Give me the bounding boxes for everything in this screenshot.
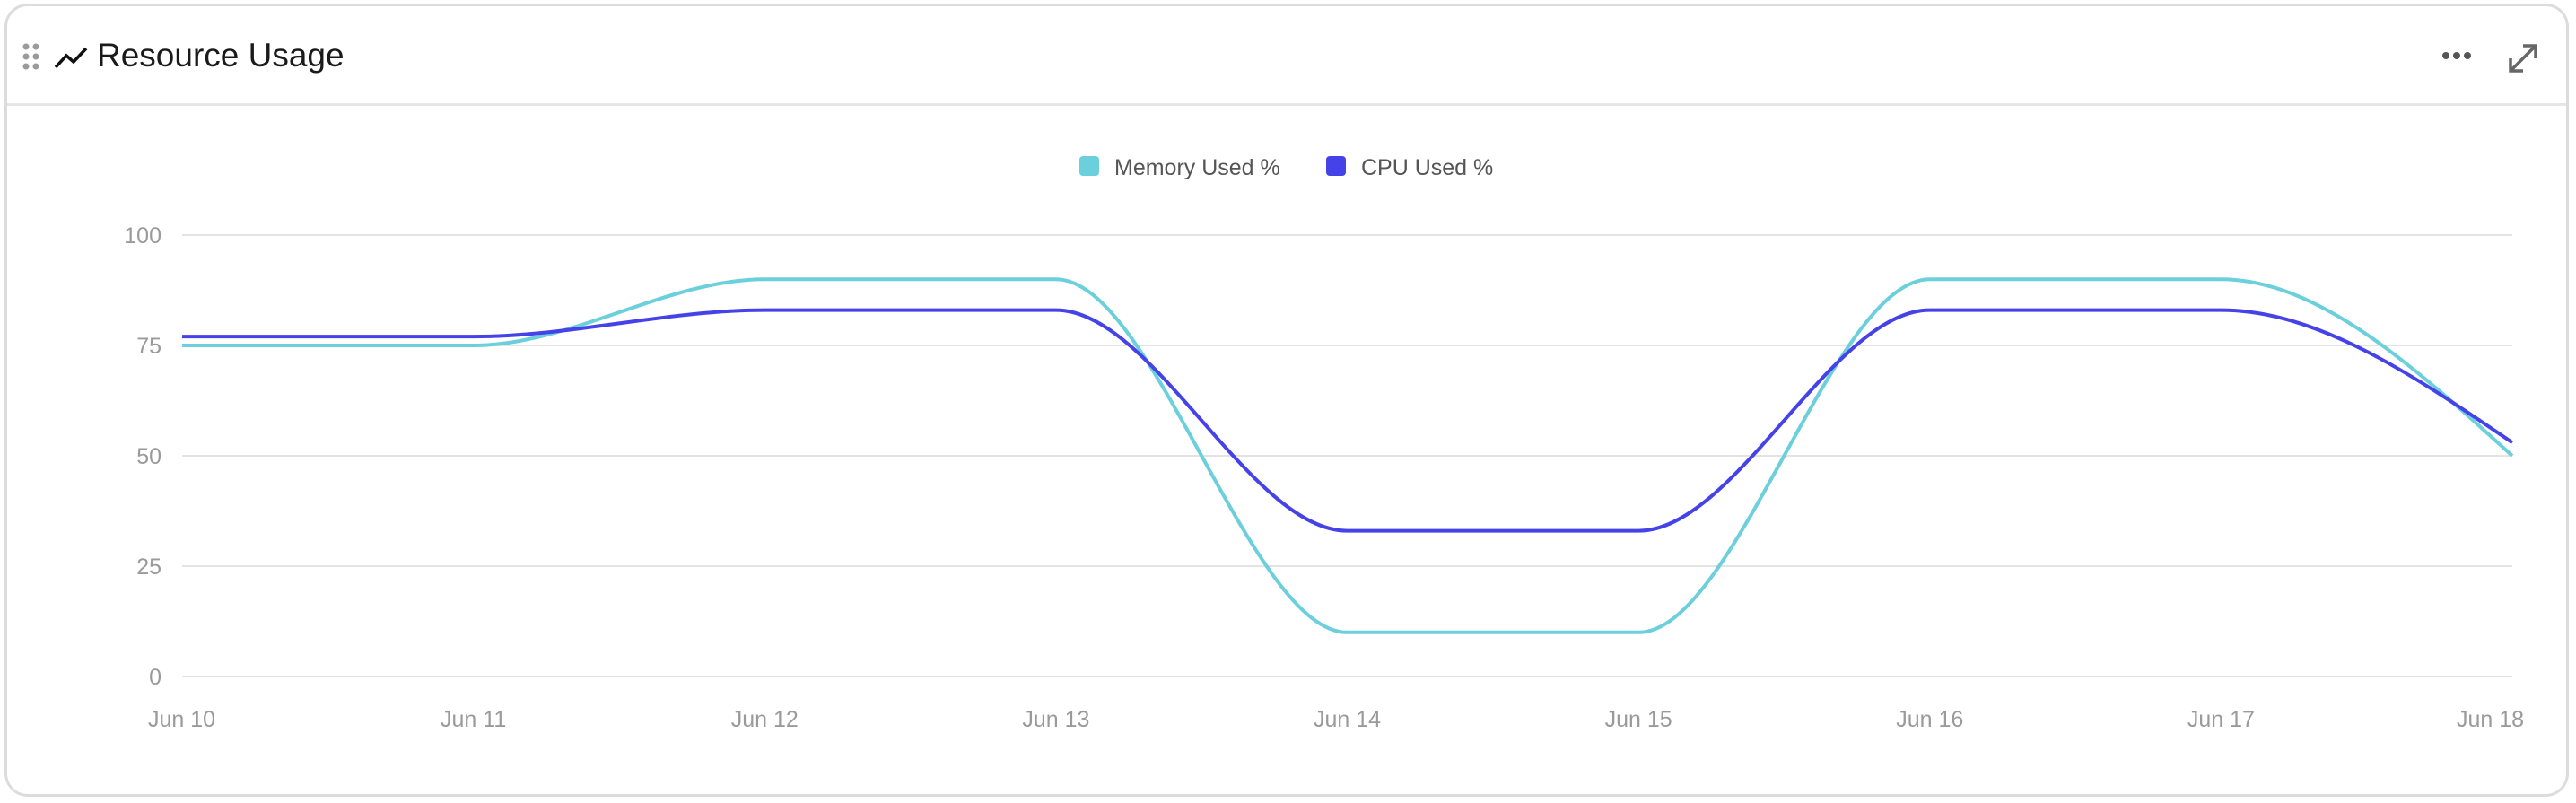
y-tick-label: 100 [124, 223, 162, 249]
y-tick-label: 25 [136, 554, 162, 580]
card-header: Resource Usage [7, 6, 2566, 106]
y-tick-label: 0 [149, 665, 162, 690]
legend-label: Memory Used % [1114, 155, 1280, 180]
legend-label: CPU Used % [1361, 155, 1493, 180]
x-tick-label: Jun 10 [148, 707, 215, 732]
y-tick-label: 50 [136, 444, 162, 469]
x-tick-label: Jun 11 [441, 707, 506, 732]
legend-swatch [1326, 156, 1346, 176]
x-tick-label: Jun 18 [2457, 707, 2524, 732]
x-tick-label: Jun 16 [1896, 707, 1963, 732]
x-tick-label: Jun 12 [731, 707, 799, 732]
expand-icon[interactable] [2507, 42, 2539, 74]
drag-handle-icon[interactable] [22, 42, 41, 71]
legend-swatch [1079, 156, 1099, 176]
trending-line-icon [54, 47, 88, 69]
x-tick-label: Jun 17 [2187, 707, 2255, 732]
more-horizontal-icon[interactable] [2441, 49, 2473, 62]
x-tick-label: Jun 14 [1314, 707, 1381, 732]
x-tick-label: Jun 13 [1022, 707, 1089, 732]
card-title: Resource Usage [97, 37, 345, 74]
resource-usage-card: Resource Usage [4, 4, 2569, 797]
series-line-cpu [182, 308, 2514, 533]
x-tick-label: Jun 15 [1605, 707, 1672, 732]
series-line-memory [182, 277, 2514, 634]
y-tick-label: 75 [136, 334, 162, 359]
